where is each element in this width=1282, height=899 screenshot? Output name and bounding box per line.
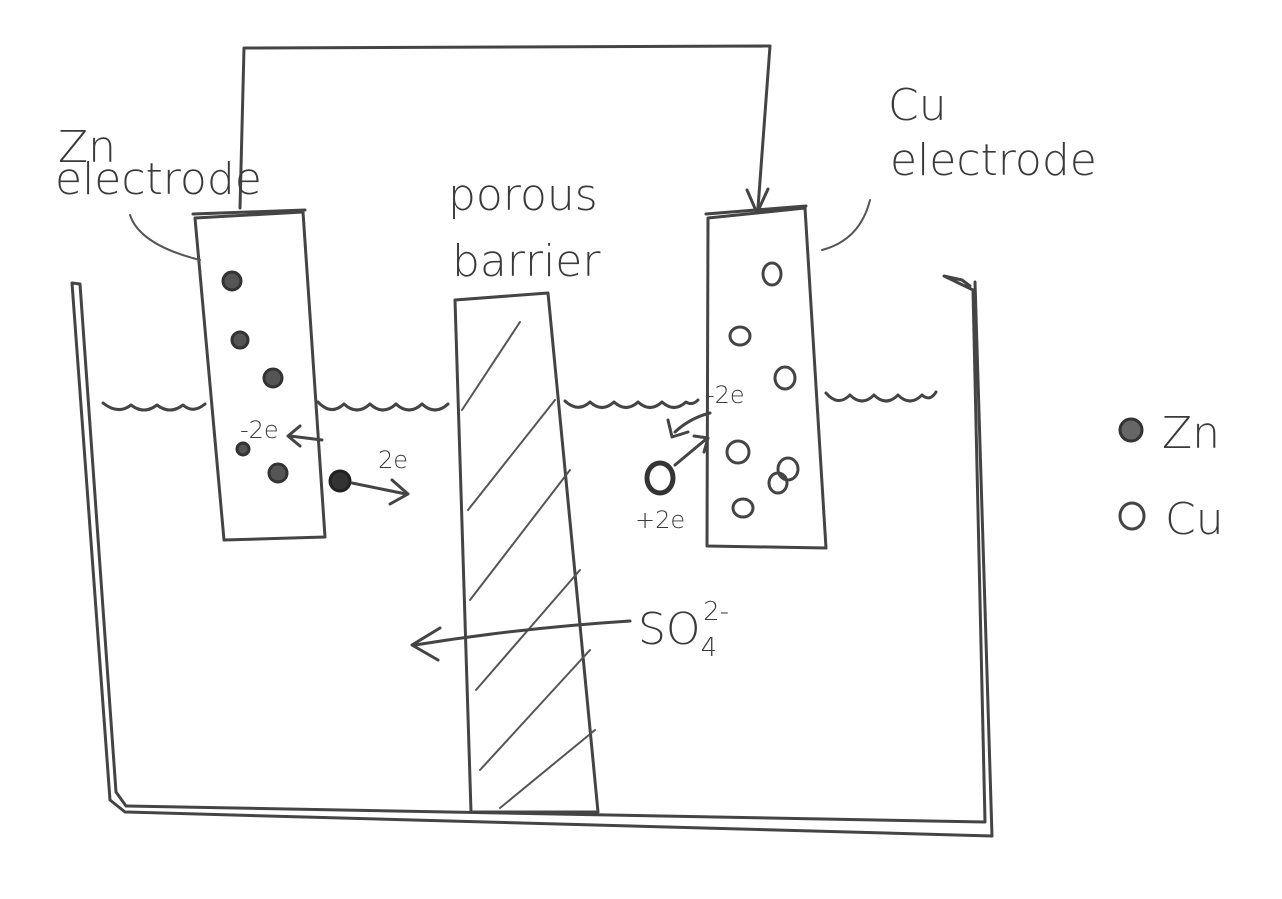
cu-atoms [644,261,800,519]
zn-electrode-label-line1: Zn [58,122,116,173]
cu-electrode-label-line2: electrode [890,135,1097,186]
barrier-label-line2: barrier [452,236,601,287]
cu-atom [776,456,800,482]
cu-atom [767,471,789,495]
cu-label-leader [821,199,871,251]
electrolyte-surface-right-b [824,390,938,403]
sulfate-base: SO [638,604,701,655]
electrolyte-surface-right-a [563,398,700,409]
sulfate-arrow [410,619,632,662]
sulfate-subscript: 4 [701,633,718,663]
beaker [70,274,994,838]
zn-electrode-label-line2: electrode [55,154,262,205]
external-wire [238,44,772,210]
legend-cu-label: Cu [1165,494,1224,545]
zn-atoms [221,270,352,493]
zn-electrode [191,208,327,542]
zn-minus-2e-label: -2e [240,416,279,444]
sulfate-superscript: 2- [703,597,729,627]
cu-electrode [704,204,828,550]
cu-ion-arrow [673,434,710,467]
zn-label-leader [129,214,201,261]
zn-atom [235,441,251,457]
cu-plus-2e-label: +2e [635,506,685,534]
cu-electrode-label-line1: Cu [888,80,947,131]
electrolyte-surface-left [101,401,207,412]
cu-atom [725,439,751,465]
zn-ion-arrow [350,478,410,506]
zn-2e-label: 2e [378,446,408,474]
zn-electron-arrow [286,424,324,448]
cu-ion [644,460,676,496]
electrolyte-surface-middle [316,400,450,412]
legend-zn-label: Zn [1162,408,1220,459]
zn-ion [328,469,352,493]
porous-barrier [453,291,600,814]
legend-cu-symbol [1118,501,1146,531]
zn-atom [262,367,284,389]
zn-atom [221,270,243,292]
cu-minus-2e-label: -2e [706,381,745,409]
zn-atom [267,462,289,484]
legend-zn-symbol [1118,417,1144,443]
cu-atom [728,325,752,347]
cu-atom [773,365,797,391]
cu-atom [731,497,755,519]
zn-atom [230,330,250,350]
legend: Zn Cu [1118,408,1224,545]
sulfate-label: SO4 2- [638,597,729,663]
cu-atom [761,261,783,287]
barrier-label-line1: porous [448,170,598,221]
cu-electron-arrow [666,411,712,439]
